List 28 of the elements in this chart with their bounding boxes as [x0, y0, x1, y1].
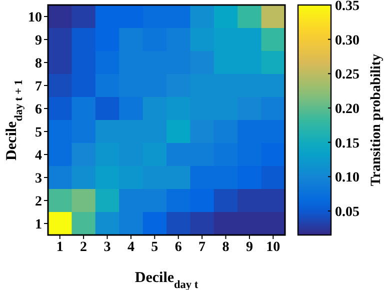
x-tick-label: 4 [127, 240, 134, 255]
color-bar-title: Transition probability [369, 54, 384, 186]
color-bar-label: 0.30 [335, 33, 360, 48]
color-bar-label: 0.15 [335, 136, 360, 152]
x-tick-label: 6 [174, 240, 182, 255]
y-tick-label: 5 [35, 125, 42, 140]
y-tick-label: 7 [35, 79, 42, 94]
x-tick-label: 9 [246, 240, 253, 255]
x-tick-label: 3 [104, 240, 111, 255]
y-tick-label: 9 [35, 33, 42, 48]
color-bar-label: 0.20 [335, 102, 360, 117]
color-bar-label: 0.10 [335, 170, 360, 186]
y-tick-label: 2 [35, 194, 42, 210]
y-tick-label: 3 [35, 171, 42, 186]
y-tick-label: 8 [35, 56, 42, 72]
x-tick-label: 8 [222, 240, 230, 255]
y-tick-label: 10 [28, 10, 42, 26]
color-bar-label: 0.05 [335, 204, 360, 220]
x-tick-label: 10 [266, 240, 280, 255]
x-tick-label: 1 [56, 240, 64, 255]
color-bar-label: 0.25 [335, 68, 360, 83]
x-tick-label: 5 [151, 240, 158, 255]
y-tick-label: 4 [35, 148, 42, 164]
x-tick-label: 2 [80, 240, 88, 255]
y-tick-label: 1 [35, 217, 42, 232]
color-bar-label: 0.35 [335, 0, 360, 14]
y-tick-label: 6 [35, 102, 42, 118]
x-tick-label: 7 [198, 240, 206, 255]
